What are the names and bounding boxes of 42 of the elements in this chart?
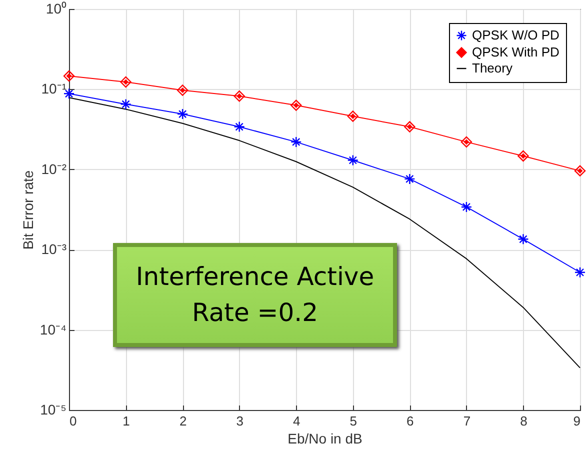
x-tick-label: 6	[406, 414, 414, 428]
y-axis-title: Bit Error rate	[20, 170, 36, 250]
point	[290, 136, 302, 148]
point	[574, 266, 586, 278]
x-tick-label: 8	[520, 414, 528, 428]
line-series	[68, 97, 580, 368]
point	[518, 150, 529, 162]
point	[290, 100, 302, 111]
point	[518, 234, 529, 245]
point	[63, 70, 75, 82]
x-axis-title: Eb/No in dB	[288, 430, 362, 446]
x-tick-label: 2	[179, 414, 187, 428]
point	[176, 108, 188, 120]
x-tick-label: 1	[122, 414, 130, 428]
legend-label: Theory	[472, 60, 513, 76]
point	[347, 154, 358, 166]
y-tick-label: 10⁻¹	[41, 80, 67, 97]
x-tick-label: 5	[350, 414, 358, 428]
y-tick-label: 10⁻³	[41, 241, 67, 258]
point	[574, 165, 586, 176]
y-tick-label: 10⁻²	[41, 160, 67, 177]
legend-label: QPSK With PD	[472, 44, 560, 60]
point	[404, 173, 416, 185]
point	[176, 84, 188, 96]
point	[120, 98, 132, 110]
point	[460, 201, 472, 213]
y-tick-label: 10⁰	[46, 0, 66, 16]
x-tick-label: 9	[573, 414, 580, 428]
annotation: Interference Active Rate =0.2	[134, 261, 376, 329]
x-tick-label: 7	[463, 414, 471, 428]
y-tick-label: 10⁻⁴	[40, 321, 66, 338]
point	[234, 121, 245, 132]
point	[460, 136, 472, 148]
legend-label: QPSK W/O PD	[472, 28, 560, 42]
x-tick-label: 0	[70, 414, 77, 428]
x-tick-label: 4	[292, 414, 300, 428]
point	[120, 76, 132, 88]
y-tick-label: 10⁻⁵	[40, 402, 66, 418]
point	[234, 90, 245, 102]
point	[347, 110, 358, 122]
x-tick-label: 3	[236, 414, 244, 428]
point	[404, 121, 416, 132]
